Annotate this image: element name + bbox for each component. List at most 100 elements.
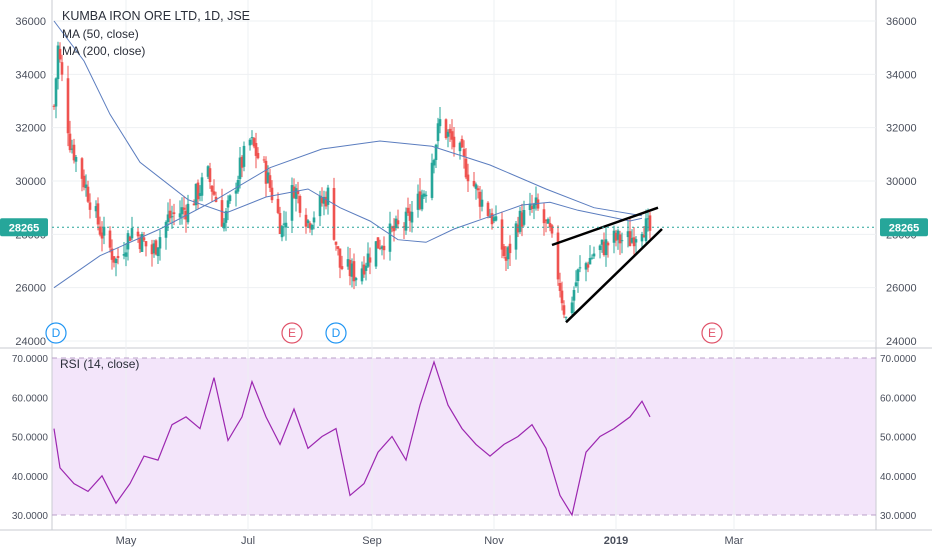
candle-body: [266, 172, 270, 183]
candle-body: [374, 241, 378, 267]
candle-body: [604, 239, 608, 256]
candle-body: [128, 236, 132, 241]
candle-body: [632, 237, 636, 247]
symbol-title: KUMBA IRON ORE LTD, 1D, JSE: [62, 9, 251, 23]
candle-body: [98, 226, 102, 235]
rsi-tick-label: 60.0000: [12, 393, 49, 404]
rsi-tick-label: 40.0000: [12, 472, 49, 483]
candle-body: [136, 231, 140, 237]
candle-body: [474, 184, 478, 189]
candle-body: [430, 162, 434, 198]
candle-body: [56, 45, 60, 80]
candle-body: [158, 237, 162, 249]
candle-body: [644, 218, 648, 242]
candle-body: [408, 211, 412, 221]
candle-body: [556, 232, 560, 280]
earnings-marker: [701, 322, 723, 344]
candle-body: [126, 233, 130, 250]
candle-body: [192, 203, 196, 206]
event-marker-label: E: [288, 326, 296, 340]
candle-body: [154, 240, 158, 255]
candle-body: [298, 195, 302, 213]
candle-body: [396, 220, 400, 225]
candle-body: [122, 253, 126, 256]
candle-body: [418, 191, 422, 209]
candle-body: [182, 207, 186, 210]
price-tick-label: 34000: [886, 69, 917, 81]
candle-body: [446, 131, 450, 137]
candle-body: [346, 259, 350, 267]
trendline-upper: [551, 206, 659, 247]
candle-body: [338, 248, 342, 268]
candle-body: [626, 231, 630, 238]
candle-body: [206, 166, 210, 177]
candle-body: [434, 144, 438, 160]
candle-body: [500, 219, 504, 250]
candle-body: [196, 182, 200, 200]
price-tick-label: 36000: [886, 16, 917, 28]
candle-body: [472, 180, 476, 187]
candle-body: [480, 199, 484, 207]
candle-body: [352, 261, 356, 282]
candle-body: [600, 239, 604, 245]
candle-body: [82, 175, 86, 188]
price-tick-label: 24000: [886, 336, 917, 348]
candle-body: [586, 264, 590, 268]
candle-body: [546, 219, 550, 224]
candle-body: [450, 131, 454, 140]
candle-body: [110, 248, 114, 260]
candle-body: [514, 223, 518, 250]
candle-body: [612, 230, 616, 243]
candle-body: [70, 148, 74, 150]
candle-body: [584, 263, 588, 270]
candle-body: [390, 227, 394, 229]
candle-body: [598, 245, 602, 251]
candle-body: [94, 206, 98, 212]
candle-body: [368, 257, 372, 263]
candle-body: [422, 193, 426, 197]
candle-body: [616, 230, 620, 240]
candle-body: [172, 212, 176, 215]
rsi-tick-label: 60.0000: [880, 393, 917, 404]
event-marker-label: D: [52, 326, 61, 340]
candle-body: [432, 160, 436, 166]
price-tick-label: 34000: [15, 69, 46, 81]
candle-body: [318, 195, 322, 217]
event-marker-label: D: [332, 326, 341, 340]
candle-body: [364, 265, 368, 271]
dividend-marker: [45, 322, 67, 344]
candle-body: [506, 247, 510, 260]
candle-body: [324, 196, 328, 207]
dividend-marker: [325, 322, 347, 344]
candle-body: [388, 223, 392, 252]
ma-50-label: MA (50, close): [62, 27, 139, 41]
rsi-tick-label: 50.0000: [880, 433, 917, 444]
candle-body: [262, 159, 266, 161]
candle-body: [382, 245, 386, 251]
candle-body: [282, 223, 286, 225]
candle-body: [634, 239, 638, 243]
candle-body: [178, 213, 182, 218]
candle-body: [240, 156, 244, 168]
candle-body: [130, 228, 134, 239]
candle-body: [592, 253, 596, 257]
candle-body: [156, 247, 160, 257]
candle-body: [402, 226, 406, 228]
candle-body: [312, 217, 316, 223]
candle-body: [646, 218, 650, 220]
candle-body: [602, 241, 606, 256]
candle-body: [52, 105, 56, 107]
candle-body: [224, 211, 228, 223]
candle-body: [294, 188, 298, 199]
candle-body: [504, 256, 508, 261]
candle-body: [238, 157, 242, 180]
candle-body: [614, 232, 618, 241]
candle-body: [562, 305, 566, 315]
rsi-label: RSI (14, close): [60, 357, 140, 371]
candle-body: [560, 290, 564, 304]
candle-body: [494, 216, 498, 221]
candle-body: [436, 123, 440, 142]
candle-body: [124, 252, 128, 257]
candle-body: [574, 282, 578, 287]
candle-body: [208, 168, 212, 183]
